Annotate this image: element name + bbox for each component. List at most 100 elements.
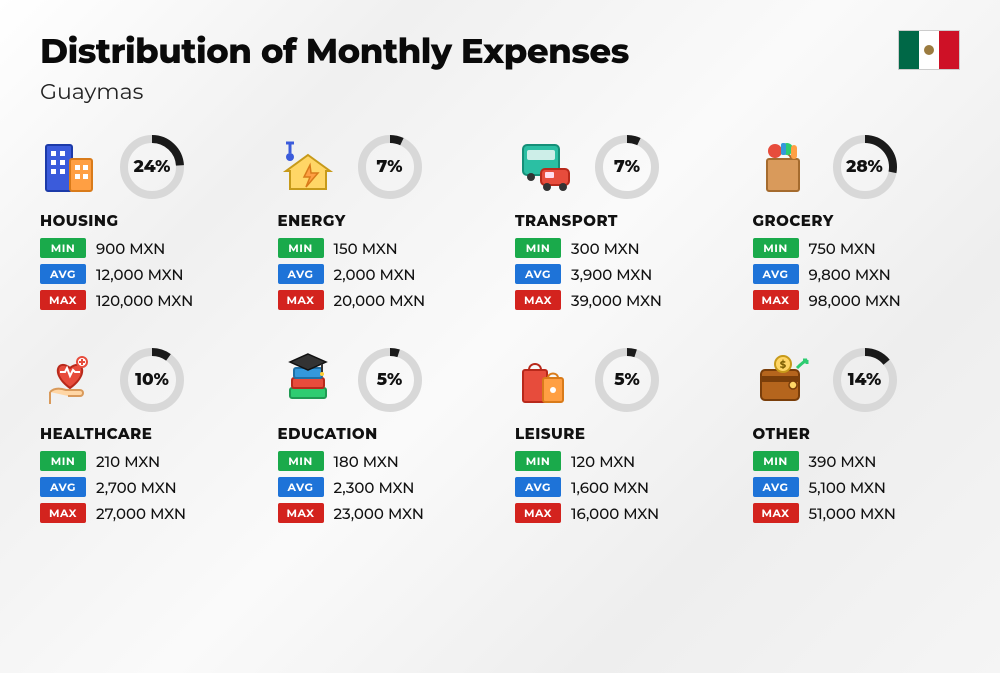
percent-label: 10% bbox=[118, 346, 186, 414]
category-card-leisure: 5% LEISURE MIN 120 MXN AVG 1,600 MXN MAX… bbox=[515, 346, 723, 529]
stat-min: MIN 150 MXN bbox=[278, 238, 486, 258]
category-card-housing: 24% HOUSING MIN 900 MXN AVG 12,000 MXN M… bbox=[40, 133, 248, 316]
stat-avg: AVG 2,700 MXN bbox=[40, 477, 248, 497]
percent-label: 5% bbox=[356, 346, 424, 414]
shopping-bags-icon bbox=[515, 350, 575, 410]
percent-label: 14% bbox=[831, 346, 899, 414]
stat-max: MAX 23,000 MXN bbox=[278, 503, 486, 523]
stat-avg: AVG 5,100 MXN bbox=[753, 477, 961, 497]
wallet-arrow-icon: $ bbox=[753, 350, 813, 410]
svg-text:$: $ bbox=[779, 358, 786, 371]
percent-label: 28% bbox=[831, 133, 899, 201]
max-tag: MAX bbox=[515, 503, 561, 523]
max-value: 16,000 MXN bbox=[571, 504, 659, 523]
avg-tag: AVG bbox=[515, 264, 561, 284]
min-value: 120 MXN bbox=[571, 452, 635, 471]
avg-value: 2,000 MXN bbox=[334, 265, 416, 284]
stat-avg: AVG 12,000 MXN bbox=[40, 264, 248, 284]
mexico-flag-icon bbox=[898, 30, 960, 70]
header: Distribution of Monthly Expenses Guaymas bbox=[40, 30, 960, 105]
stat-min: MIN 750 MXN bbox=[753, 238, 961, 258]
stat-min: MIN 300 MXN bbox=[515, 238, 723, 258]
category-name: GROCERY bbox=[753, 211, 961, 230]
max-value: 98,000 MXN bbox=[809, 291, 901, 310]
percent-label: 24% bbox=[118, 133, 186, 201]
avg-value: 9,800 MXN bbox=[809, 265, 891, 284]
stat-max: MAX 16,000 MXN bbox=[515, 503, 723, 523]
category-name: HOUSING bbox=[40, 211, 248, 230]
avg-tag: AVG bbox=[40, 264, 86, 284]
percent-label: 7% bbox=[593, 133, 661, 201]
min-tag: MIN bbox=[278, 451, 324, 471]
avg-value: 2,700 MXN bbox=[96, 478, 177, 497]
avg-tag: AVG bbox=[40, 477, 86, 497]
stat-avg: AVG 2,000 MXN bbox=[278, 264, 486, 284]
stat-max: MAX 98,000 MXN bbox=[753, 290, 961, 310]
category-card-education: 5% EDUCATION MIN 180 MXN AVG 2,300 MXN M… bbox=[278, 346, 486, 529]
percent-donut: 7% bbox=[593, 133, 661, 201]
category-name: LEISURE bbox=[515, 424, 723, 443]
category-card-healthcare: 10% HEALTHCARE MIN 210 MXN AVG 2,700 MXN… bbox=[40, 346, 248, 529]
avg-tag: AVG bbox=[753, 477, 799, 497]
max-tag: MAX bbox=[40, 503, 86, 523]
min-tag: MIN bbox=[515, 451, 561, 471]
max-value: 39,000 MXN bbox=[571, 291, 662, 310]
avg-value: 2,300 MXN bbox=[334, 478, 415, 497]
max-tag: MAX bbox=[753, 290, 799, 310]
category-card-energy: 7% ENERGY MIN 150 MXN AVG 2,000 MXN MAX … bbox=[278, 133, 486, 316]
stat-min: MIN 900 MXN bbox=[40, 238, 248, 258]
avg-tag: AVG bbox=[515, 477, 561, 497]
category-card-other: $ 14% OTHER MIN 390 MXN AVG 5,100 MXN MA… bbox=[753, 346, 961, 529]
category-name: OTHER bbox=[753, 424, 961, 443]
avg-tag: AVG bbox=[278, 264, 324, 284]
avg-tag: AVG bbox=[753, 264, 799, 284]
avg-tag: AVG bbox=[278, 477, 324, 497]
page-title: Distribution of Monthly Expenses bbox=[40, 30, 629, 72]
percent-label: 7% bbox=[356, 133, 424, 201]
titles: Distribution of Monthly Expenses Guaymas bbox=[40, 30, 629, 105]
category-grid: 24% HOUSING MIN 900 MXN AVG 12,000 MXN M… bbox=[40, 133, 960, 529]
max-tag: MAX bbox=[40, 290, 86, 310]
max-value: 27,000 MXN bbox=[96, 504, 186, 523]
min-value: 900 MXN bbox=[96, 239, 165, 258]
avg-value: 5,100 MXN bbox=[809, 478, 886, 497]
min-value: 210 MXN bbox=[96, 452, 160, 471]
page-subtitle: Guaymas bbox=[40, 78, 629, 105]
grocery-bag-icon bbox=[753, 137, 813, 197]
min-value: 390 MXN bbox=[809, 452, 877, 471]
stat-avg: AVG 3,900 MXN bbox=[515, 264, 723, 284]
category-name: ENERGY bbox=[278, 211, 486, 230]
min-value: 300 MXN bbox=[571, 239, 640, 258]
min-tag: MIN bbox=[278, 238, 324, 258]
category-name: EDUCATION bbox=[278, 424, 486, 443]
category-name: HEALTHCARE bbox=[40, 424, 248, 443]
max-value: 23,000 MXN bbox=[334, 504, 424, 523]
books-cap-icon bbox=[278, 350, 338, 410]
percent-donut: 5% bbox=[356, 346, 424, 414]
stat-max: MAX 51,000 MXN bbox=[753, 503, 961, 523]
max-tag: MAX bbox=[278, 290, 324, 310]
stat-min: MIN 210 MXN bbox=[40, 451, 248, 471]
percent-donut: 14% bbox=[831, 346, 899, 414]
percent-donut: 28% bbox=[831, 133, 899, 201]
max-value: 120,000 MXN bbox=[96, 291, 193, 310]
min-tag: MIN bbox=[753, 238, 799, 258]
avg-value: 3,900 MXN bbox=[571, 265, 652, 284]
max-value: 51,000 MXN bbox=[809, 504, 896, 523]
percent-donut: 5% bbox=[593, 346, 661, 414]
max-tag: MAX bbox=[515, 290, 561, 310]
min-tag: MIN bbox=[753, 451, 799, 471]
stat-max: MAX 20,000 MXN bbox=[278, 290, 486, 310]
stat-max: MAX 39,000 MXN bbox=[515, 290, 723, 310]
stat-avg: AVG 1,600 MXN bbox=[515, 477, 723, 497]
energy-house-icon bbox=[278, 137, 338, 197]
min-tag: MIN bbox=[515, 238, 561, 258]
percent-label: 5% bbox=[593, 346, 661, 414]
stat-max: MAX 120,000 MXN bbox=[40, 290, 248, 310]
heart-hand-icon bbox=[40, 350, 100, 410]
stat-avg: AVG 9,800 MXN bbox=[753, 264, 961, 284]
stat-min: MIN 180 MXN bbox=[278, 451, 486, 471]
category-card-grocery: 28% GROCERY MIN 750 MXN AVG 9,800 MXN MA… bbox=[753, 133, 961, 316]
min-tag: MIN bbox=[40, 238, 86, 258]
stat-max: MAX 27,000 MXN bbox=[40, 503, 248, 523]
